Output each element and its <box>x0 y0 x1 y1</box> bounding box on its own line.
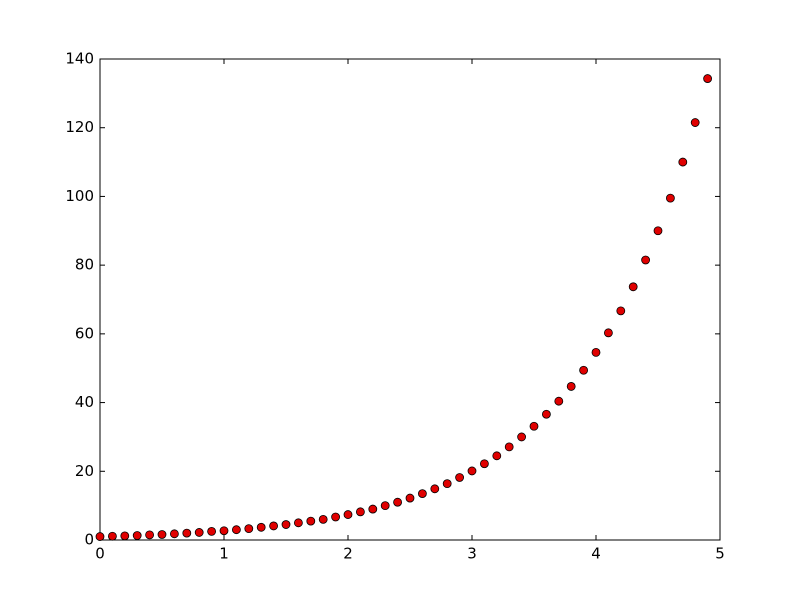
point <box>169 529 179 539</box>
point <box>566 382 576 391</box>
point <box>542 409 551 419</box>
point <box>368 504 378 514</box>
point <box>231 525 241 535</box>
y-tick-label: 40 <box>75 393 94 411</box>
point <box>703 74 712 83</box>
point <box>108 531 117 541</box>
x-tick-label: 5 <box>715 545 725 563</box>
point <box>492 451 502 461</box>
point <box>504 442 514 452</box>
x-tick-label: 3 <box>467 545 477 563</box>
y-tick-label: 80 <box>75 256 94 274</box>
point <box>405 493 415 503</box>
point <box>690 118 700 127</box>
point <box>678 157 688 167</box>
point <box>554 396 564 406</box>
point <box>207 527 217 536</box>
point <box>430 484 440 494</box>
point <box>479 459 489 469</box>
point <box>244 524 254 534</box>
plot-frame <box>99 58 721 541</box>
point <box>380 501 390 511</box>
point <box>331 512 341 522</box>
y-tick-label: 100 <box>65 187 94 205</box>
point <box>604 328 613 338</box>
point <box>194 528 204 537</box>
y-tick-label: 0 <box>84 531 94 549</box>
point <box>393 497 403 507</box>
point <box>442 479 452 489</box>
point <box>157 530 167 539</box>
y-tick-label: 20 <box>75 462 94 480</box>
point <box>517 432 526 442</box>
point <box>529 421 539 431</box>
point <box>467 466 477 476</box>
x-tick-label: 2 <box>343 545 353 563</box>
point <box>269 521 279 531</box>
point <box>219 526 229 536</box>
point <box>666 193 675 203</box>
point <box>281 520 291 529</box>
y-tick-label: 140 <box>65 50 94 68</box>
point <box>293 518 303 528</box>
x-tick-label: 4 <box>591 545 601 563</box>
point <box>318 514 328 524</box>
point <box>145 530 155 540</box>
y-tick-label: 60 <box>75 324 94 342</box>
point <box>182 528 192 538</box>
point <box>628 282 638 292</box>
point <box>641 255 650 265</box>
point <box>455 473 465 482</box>
point <box>256 522 266 532</box>
point <box>591 348 601 357</box>
point <box>95 532 105 541</box>
point <box>132 531 142 540</box>
point <box>417 489 427 499</box>
x-tick-label: 1 <box>219 545 229 563</box>
point <box>355 507 365 517</box>
point <box>306 516 316 526</box>
y-tick-label: 120 <box>65 118 94 136</box>
point <box>120 531 130 541</box>
point <box>616 306 626 316</box>
x-tick-label: 0 <box>95 545 105 563</box>
point <box>343 510 353 519</box>
point <box>653 226 663 236</box>
point <box>579 365 588 375</box>
